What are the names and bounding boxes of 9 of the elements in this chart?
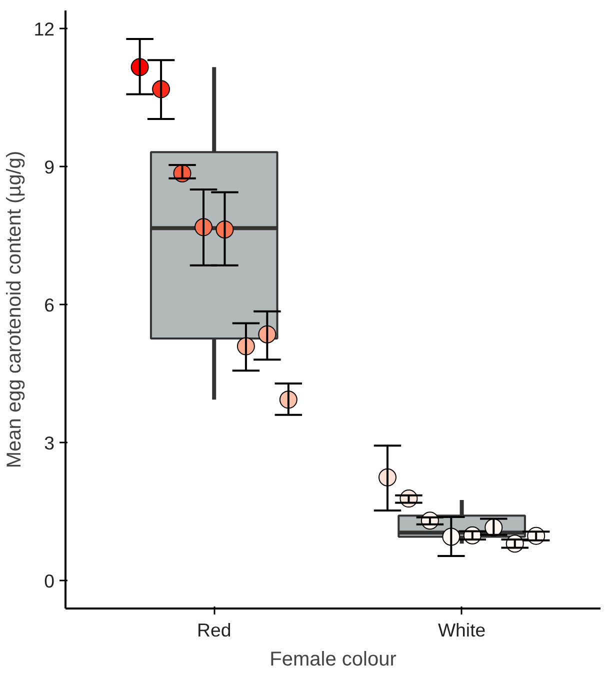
x-axis-title: Female colour [270,648,397,670]
y-tick-label: 12 [34,18,55,40]
y-tick-label: 6 [44,294,55,316]
x-tick-label: Red [197,620,232,640]
y-tick-label: 0 [44,570,55,592]
x-tick-label: White [438,620,486,640]
y-tick-label: 9 [44,156,55,178]
y-axis-title: Mean egg carotenoid content (µg/g) [4,150,26,468]
y-tick-label: 3 [44,432,55,454]
